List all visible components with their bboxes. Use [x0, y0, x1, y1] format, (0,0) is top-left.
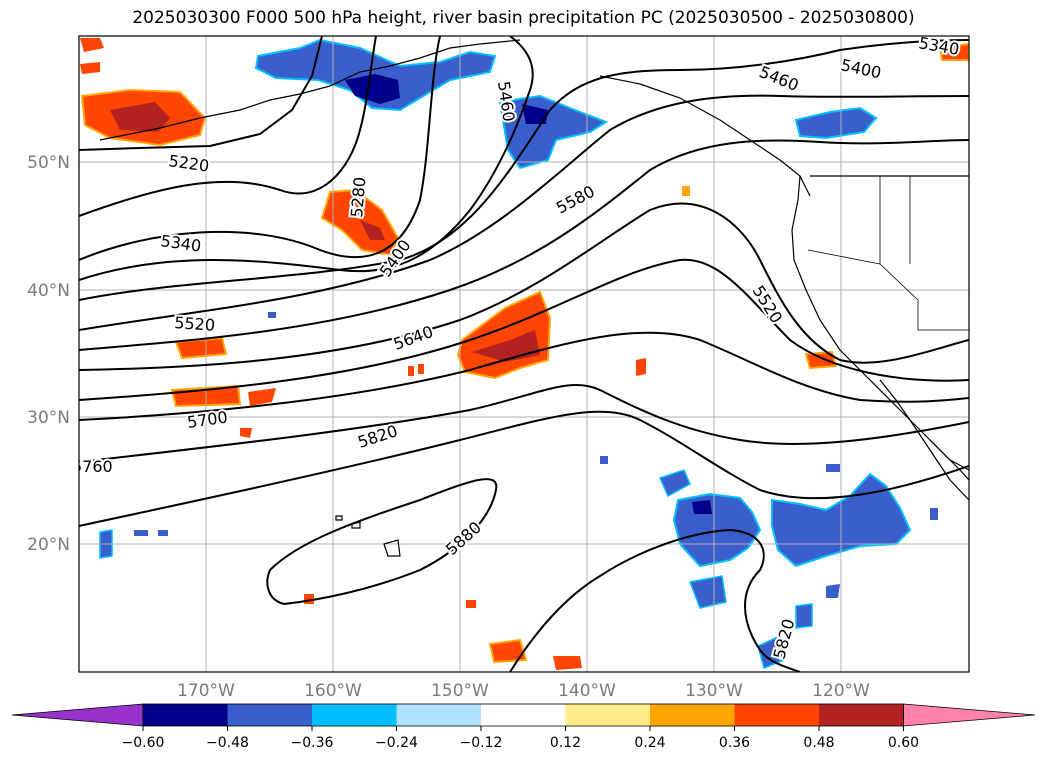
contour-line	[79, 202, 969, 371]
precip-patch	[345, 74, 400, 104]
precip-patch	[795, 603, 813, 629]
precip-patch	[408, 366, 414, 376]
lat-label: 50°N	[27, 153, 70, 173]
precip-patch	[804, 350, 838, 370]
colorbar-extend-high	[903, 703, 1036, 727]
precip-patch	[688, 575, 727, 609]
map-title: 2025030300 F000 500 hPa height, river ba…	[132, 8, 915, 28]
contour-line	[79, 36, 323, 151]
precip-patch	[80, 62, 100, 74]
contour-line	[79, 410, 969, 527]
precip-patch	[304, 594, 314, 604]
longitude-labels: 170°W 160°W 150°W 140°W 130°W 120°W	[177, 681, 870, 701]
contour-line	[79, 36, 377, 217]
height-contours	[79, 36, 969, 672]
precip-patch	[636, 358, 646, 376]
contour-label: 5280	[347, 176, 369, 218]
contour-label: 5760	[72, 457, 113, 476]
precip-patch	[110, 102, 170, 132]
colorbar-tick-label: −0.24	[375, 735, 418, 751]
contour-line	[266, 478, 498, 606]
colorbar-tick-label: 0.24	[634, 735, 665, 751]
baja-coast	[879, 379, 969, 501]
lat-label: 40°N	[27, 281, 70, 301]
contour-line	[79, 258, 969, 401]
lon-label: 150°W	[431, 681, 489, 701]
alaska-coast	[99, 39, 521, 141]
precip-patch	[658, 469, 691, 498]
precip-patch	[80, 38, 104, 52]
precip-patch	[930, 508, 938, 520]
contour-line	[79, 94, 969, 331]
precip-patch	[268, 312, 276, 318]
colorbar-segment	[650, 704, 735, 726]
contour-line	[79, 383, 969, 463]
precip-patch	[553, 656, 582, 670]
colorbar-segment	[227, 704, 313, 726]
colorbar-segment	[143, 704, 228, 726]
precip-patch	[600, 456, 608, 464]
colorbar-extend-low	[11, 703, 144, 727]
lon-label: 120°W	[812, 681, 870, 701]
colorbar-segment	[312, 704, 397, 726]
colorbar-segment	[819, 704, 904, 726]
colorbar-outline	[142, 703, 904, 727]
contour-line	[79, 331, 969, 421]
latitude-labels: 50°N 40°N 30°N 20°N	[27, 153, 70, 555]
contour-line	[79, 36, 441, 261]
precip-patch	[826, 464, 840, 472]
hawaii	[335, 515, 343, 521]
precip-patch	[488, 638, 528, 664]
contour-label: 5520	[174, 313, 216, 335]
colorbar-tick-label: 0.12	[550, 735, 581, 751]
state-border	[807, 249, 881, 265]
lon-label: 130°W	[685, 681, 743, 701]
contour-line	[79, 139, 969, 351]
lat-label: 30°N	[27, 408, 70, 428]
precip-patch	[134, 530, 148, 536]
precip-patch	[360, 220, 385, 240]
precip-patch	[938, 42, 969, 61]
colorbar-tick-label: −0.36	[291, 735, 334, 751]
precip-patch	[794, 106, 878, 140]
precip-patch	[158, 530, 168, 536]
precip-patch	[418, 364, 424, 374]
map-plot-area: 5220 5280 5340 5400 5460 5460 5400 5340 …	[72, 36, 969, 672]
coastlines	[99, 39, 969, 557]
precip-patch	[466, 600, 476, 608]
contour-line	[509, 528, 801, 672]
colorbar-tick-label: −0.48	[206, 735, 249, 751]
lon-label: 170°W	[177, 681, 235, 701]
state-border	[879, 176, 969, 331]
colorbar-segment	[481, 704, 566, 726]
precip-patch	[826, 584, 840, 598]
precip-patch	[240, 428, 252, 438]
precip-patch	[174, 336, 228, 360]
colorbar-segment	[734, 704, 820, 726]
colorbar-tick-label: −0.12	[460, 735, 503, 751]
mexico-coast	[929, 439, 969, 471]
colorbar-segment	[565, 704, 651, 726]
colorbar-tick-label: −0.60	[122, 735, 165, 751]
contour-line	[79, 39, 969, 301]
precip-patch	[757, 634, 785, 670]
lon-label: 140°W	[558, 681, 616, 701]
colorbar: −0.60 −0.48 −0.36 −0.24 −0.12 0.12 0.24 0.36 0.4…	[11, 703, 1036, 751]
precip-patch	[522, 104, 548, 124]
bc-coast	[599, 75, 811, 197]
lat-label: 20°N	[27, 535, 70, 555]
lon-label: 160°W	[304, 681, 362, 701]
colorbar-tick-label: 0.48	[803, 735, 834, 751]
hawaii	[383, 539, 401, 557]
precip-patch	[248, 388, 276, 406]
precip-patch	[682, 186, 690, 196]
precip-patch	[692, 500, 712, 514]
colorbar-segment	[396, 704, 482, 726]
gridlines	[79, 36, 969, 672]
colorbar-tick-label: 0.60	[888, 735, 919, 751]
colorbar-tick-label: 0.36	[719, 735, 750, 751]
map-border	[78, 35, 970, 673]
